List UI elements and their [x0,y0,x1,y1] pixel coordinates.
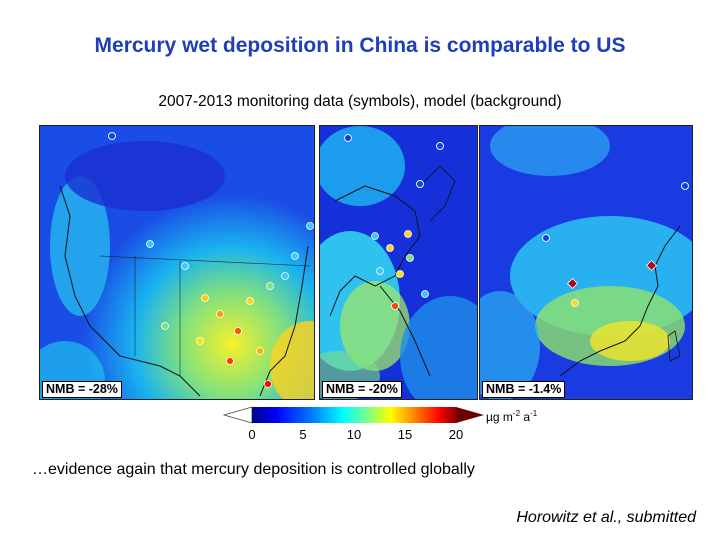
colorbar-unit: µg m-2 a-1 [486,409,537,424]
unit-base: µg m [486,410,513,424]
colorbar-tick: 15 [397,427,413,442]
slide-subtitle: 2007-2013 monitoring data (symbols), mod… [158,93,562,110]
colorbar-tick: 20 [448,427,464,442]
china-map-panel: NMB = -1.4% [479,125,693,400]
us-map-panel: NMB = -28% [39,125,315,400]
colorbar-tick: 10 [346,427,362,442]
evidence-text: …evidence again that mercury deposition … [32,461,475,478]
east-asia-station-symbols [344,134,444,310]
colorbar-gradient [222,406,484,424]
slide-title: Mercury wet deposition in China is compa… [94,34,626,57]
china-station-symbols [542,182,689,307]
unit-exponent-1: -2 [512,409,521,418]
unit-mid: a [520,410,531,424]
unit-exponent-2: -1 [530,409,538,418]
nmb-label-us: NMB = -28% [42,381,122,398]
nmb-label-china: NMB = -1.4% [482,381,566,398]
east-asia-deposition-map [320,126,477,399]
colorbar: 0 5 10 15 20 [222,405,542,445]
citation-text: Horowitz et al., submitted [516,509,696,526]
us-station-symbols [108,132,314,388]
colorbar-tick: 5 [299,427,307,442]
china-deposition-map [480,126,692,399]
nmb-label-east-asia: NMB = -20% [322,381,402,398]
east-asia-map-panel: NMB = -20% [319,125,478,400]
colorbar-tick: 0 [248,427,256,442]
us-deposition-map [40,126,314,399]
